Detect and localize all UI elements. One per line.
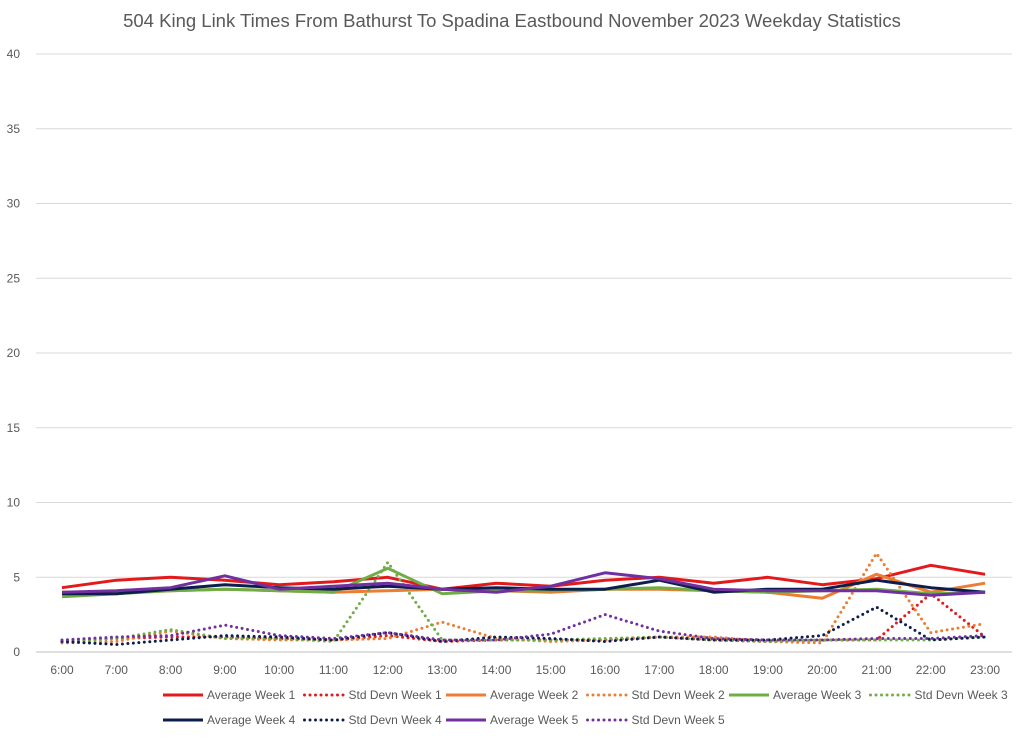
y-tick-label: 15 (7, 421, 21, 435)
legend-label-average-week-4: Average Week 4 (207, 713, 296, 727)
x-tick-label: 14:00 (481, 663, 511, 677)
y-tick-label: 5 (13, 570, 20, 584)
legend-label-average-week-3: Average Week 3 (773, 688, 862, 702)
x-tick-label: 6:00 (50, 663, 74, 677)
x-tick-label: 22:00 (916, 663, 946, 677)
y-axis-ticks: 0 5 10 15 20 25 30 35 40 (7, 47, 21, 659)
x-axis-ticks: 6:00 7:00 8:00 9:00 10:00 11:00 12:00 13:00 14:0… (50, 663, 1000, 677)
legend-label-std-devn-week-4: Std Devn Week 4 (349, 713, 442, 727)
legend: Average Week 1 Std Devn Week 1 Average Wee… (163, 688, 1008, 727)
x-tick-label: 17:00 (644, 663, 674, 677)
series-std-devn-week-4 (60, 605, 987, 646)
series-std-devn-week-5 (60, 613, 987, 642)
legend-label-average-week-5: Average Week 5 (490, 713, 579, 727)
legend-label-std-devn-week-2: Std Devn Week 2 (632, 688, 725, 702)
y-tick-label: 30 (7, 197, 21, 211)
x-tick-label: 19:00 (753, 663, 783, 677)
legend-label-std-devn-week-5: Std Devn Week 5 (632, 713, 725, 727)
x-tick-label: 8:00 (159, 663, 183, 677)
legend-label-average-week-2: Average Week 2 (490, 688, 579, 702)
x-tick-label: 11:00 (319, 663, 348, 677)
y-tick-label: 10 (7, 496, 21, 510)
legend-label-std-devn-week-1: Std Devn Week 1 (349, 688, 442, 702)
series-std-devn-week-2 (60, 551, 987, 645)
x-tick-label: 18:00 (699, 663, 729, 677)
x-tick-label: 13:00 (427, 663, 457, 677)
x-tick-label: 21:00 (861, 663, 891, 677)
x-tick-label: 16:00 (590, 663, 620, 677)
y-tick-label: 25 (7, 271, 21, 285)
legend-label-std-devn-week-3: Std Devn Week 3 (915, 688, 1008, 702)
x-tick-label: 20:00 (807, 663, 837, 677)
x-tick-label: 23:00 (970, 663, 1000, 677)
legend-label-average-week-1: Average Week 1 (207, 688, 296, 702)
x-tick-label: 15:00 (536, 663, 566, 677)
y-tick-label: 0 (13, 645, 20, 659)
series-lines (60, 551, 987, 646)
series-average-week-1 (61, 563, 986, 591)
y-tick-label: 20 (7, 346, 21, 360)
x-tick-label: 9:00 (213, 663, 237, 677)
series-average-week-5 (61, 571, 986, 597)
x-tick-label: 12:00 (373, 663, 403, 677)
y-tick-label: 40 (7, 47, 21, 61)
x-tick-label: 10:00 (264, 663, 294, 677)
y-tick-label: 35 (7, 122, 21, 136)
series-std-devn-week-1 (60, 592, 987, 643)
chart-title: 504 King Link Times From Bathurst To Spa… (123, 10, 901, 31)
gridlines (36, 53, 1012, 653)
x-tick-label: 7:00 (105, 663, 129, 677)
